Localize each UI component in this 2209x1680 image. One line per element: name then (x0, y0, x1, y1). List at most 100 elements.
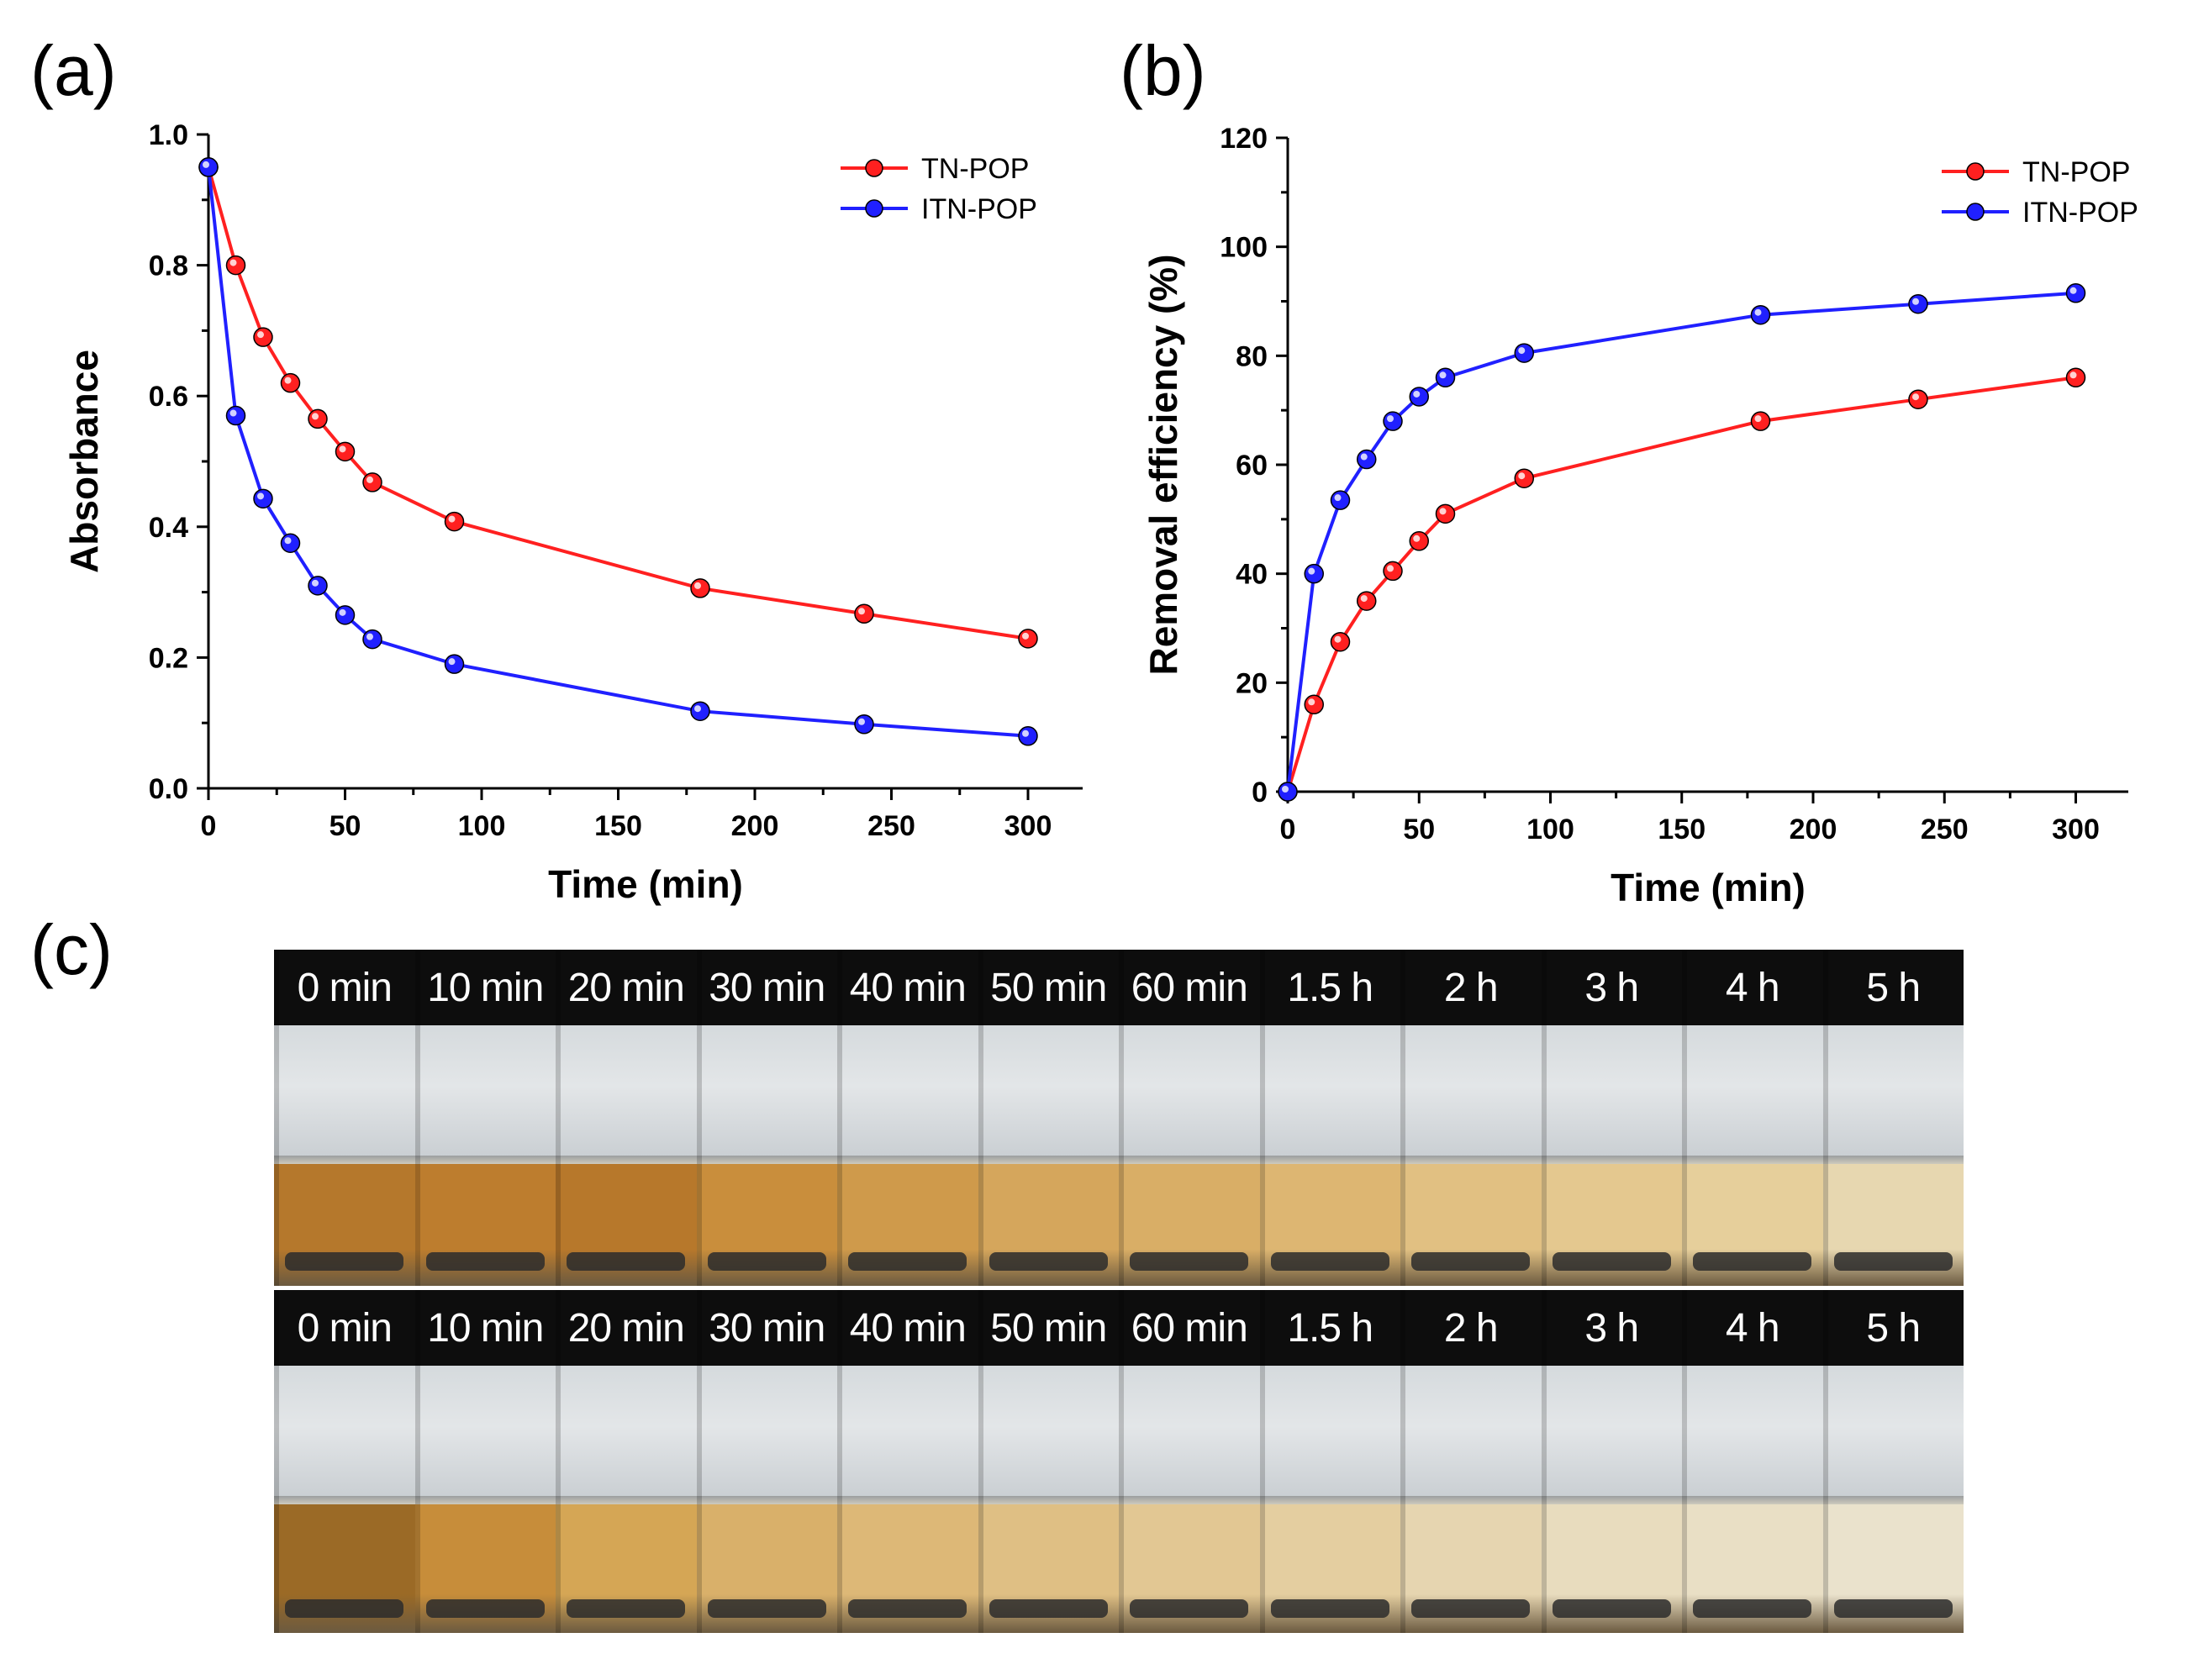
data-point-tn-pop (1357, 591, 1377, 611)
data-point-tn-pop (335, 441, 356, 462)
vial-time-label: 3 h (1541, 950, 1682, 1025)
data-point-itn-pop (225, 405, 246, 426)
data-point-tn-pop (2065, 367, 2086, 388)
vial-headspace (556, 1366, 697, 1500)
vial: 5 h (1822, 950, 1964, 1286)
vial: 0 min (274, 950, 415, 1286)
vial-headspace (414, 1366, 556, 1500)
data-point-highlight (366, 633, 373, 640)
data-point-itn-pop (1278, 782, 1298, 802)
y-tick-label: 0.0 (149, 773, 188, 805)
vial-edge (1682, 1290, 1687, 1633)
x-tick-label: 0 (1280, 814, 1296, 845)
vial: 4 h (1682, 950, 1823, 1286)
data-point-tn-pop (1750, 411, 1771, 431)
vial-adsorbent-sediment (848, 1252, 967, 1271)
vial: 1.5 h (1259, 950, 1400, 1286)
vial-edge (1259, 1290, 1265, 1633)
vial-time-label: 60 min (1119, 950, 1260, 1025)
vial-adsorbent-sediment (1693, 1599, 1812, 1618)
y-tick-label: 1.0 (149, 119, 188, 151)
data-point-itn-pop (308, 576, 328, 596)
data-point-highlight (858, 718, 865, 725)
vial-time-label: 50 min (978, 950, 1119, 1025)
vial-edge (556, 1290, 561, 1633)
vial-time-label: 1.5 h (1259, 950, 1400, 1025)
vial-adsorbent-sediment (1833, 1252, 1953, 1271)
vial-headspace (1119, 1025, 1260, 1160)
panel-label-b: (b) (1120, 31, 1206, 110)
vial-time-label: 30 min (696, 950, 837, 1025)
vial-headspace (1822, 1025, 1964, 1160)
data-point-highlight (366, 476, 373, 483)
legend-marker-tn-pop (1966, 162, 1985, 181)
vial-time-label: 40 min (837, 1290, 978, 1366)
y-tick-label: 60 (1236, 450, 1268, 482)
legend-marker-itn-pop (865, 199, 883, 218)
vial: 2 h (1400, 1290, 1542, 1633)
data-point-highlight (257, 492, 264, 500)
vial-time-label: 10 min (414, 950, 556, 1025)
data-point-itn-pop (1908, 293, 1928, 314)
data-point-itn-pop (198, 157, 219, 177)
x-tick-label: 100 (1526, 814, 1574, 845)
vial-edge (274, 1290, 279, 1633)
vial-edge (837, 950, 842, 1286)
data-point-highlight (694, 582, 701, 589)
vial: 5 h (1822, 1290, 1964, 1633)
x-tick-label: 0 (201, 810, 217, 842)
vial-edge (1541, 950, 1547, 1286)
vial-headspace (1541, 1025, 1682, 1160)
data-point-highlight (1308, 567, 1315, 575)
data-point-itn-pop (1383, 411, 1403, 431)
vial-headspace (696, 1025, 837, 1160)
data-point-tn-pop (690, 578, 710, 598)
panel-label-c: (c) (30, 910, 113, 989)
vial-adsorbent-sediment (567, 1252, 686, 1271)
vial-meniscus (696, 1156, 837, 1166)
vial-headspace (1119, 1366, 1260, 1500)
vial-edge (1822, 950, 1828, 1286)
vial-edge (1541, 1290, 1547, 1633)
vial-adsorbent-sediment (1552, 1599, 1671, 1618)
vial: 50 min (978, 950, 1119, 1286)
vial-meniscus (696, 1496, 837, 1506)
vial-headspace (1682, 1025, 1823, 1160)
vial-meniscus (1541, 1496, 1682, 1506)
vial-adsorbent-sediment (707, 1252, 826, 1271)
y-axis-label: Removal efficiency (%) (1141, 254, 1185, 675)
panel-label-a: (a) (30, 31, 117, 110)
data-point-highlight (2069, 287, 2077, 294)
vial-meniscus (556, 1156, 697, 1166)
vial-headspace (1541, 1366, 1682, 1500)
data-point-itn-pop (362, 629, 382, 650)
vial-adsorbent-sediment (425, 1599, 545, 1618)
legend-label-itn-pop: ITN-POP (921, 193, 1037, 225)
vial-edge (274, 950, 279, 1286)
photo-row-tn-pop: 0 min 10 min 20 min 30 min 40 min 50 min 60 mi… (274, 950, 1964, 1286)
vial: 30 min (696, 950, 837, 1286)
vial-adsorbent-sediment (1270, 1599, 1389, 1618)
vial: 0 min (274, 1290, 415, 1633)
vial: 40 min (837, 1290, 978, 1633)
vial-meniscus (414, 1156, 556, 1166)
vial: 10 min (414, 950, 556, 1286)
data-point-itn-pop (690, 701, 710, 721)
data-point-highlight (1754, 308, 1762, 316)
data-point-highlight (1334, 494, 1342, 502)
vial-headspace (1259, 1366, 1400, 1500)
vial-headspace (978, 1366, 1119, 1500)
x-tick-label: 200 (1790, 814, 1837, 845)
vial-headspace (1822, 1366, 1964, 1500)
vial: 60 min (1119, 1290, 1260, 1633)
data-point-highlight (1518, 472, 1526, 480)
data-point-highlight (229, 409, 237, 417)
data-point-itn-pop (253, 488, 273, 509)
vial-edge (414, 950, 420, 1286)
y-tick-label: 100 (1220, 232, 1268, 264)
data-point-itn-pop (1750, 304, 1771, 325)
vial-meniscus (1119, 1496, 1260, 1506)
vial-adsorbent-sediment (1833, 1599, 1953, 1618)
vial: 20 min (556, 1290, 697, 1633)
